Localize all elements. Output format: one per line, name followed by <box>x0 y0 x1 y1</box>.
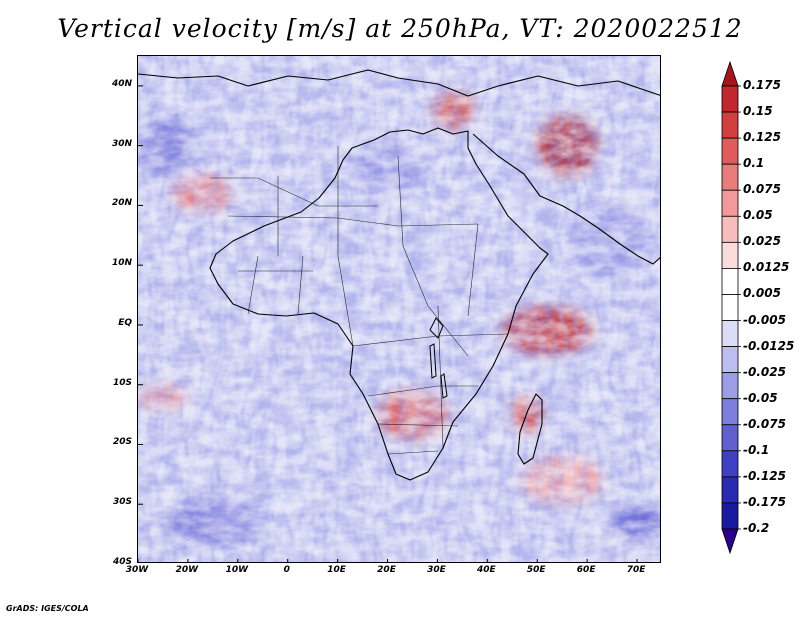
country-borders <box>210 146 509 455</box>
colorbar-box <box>721 372 739 400</box>
lon-label-0: 0 <box>283 565 290 575</box>
lat-label-20s: 20S <box>112 437 132 448</box>
colorbar-label: -0.175 <box>743 494 786 509</box>
lake-victoria <box>429 317 444 339</box>
lon-label-30w: 30W <box>125 565 149 575</box>
colorbar-box <box>721 346 739 374</box>
lat-label-10s: 10S <box>112 377 132 388</box>
arabia-coastline <box>472 133 660 265</box>
colorbar-box <box>721 163 739 191</box>
colorbar-label: 0.15 <box>743 104 773 119</box>
colorbar-box <box>721 189 739 217</box>
lake-malawi <box>440 373 448 399</box>
lon-label-70e: 70E <box>626 565 646 575</box>
colorbar-box <box>721 502 739 530</box>
colorbar-top-arrow <box>721 60 739 87</box>
colorbar-label: 0.005 <box>743 286 781 301</box>
colorbar-label: -0.005 <box>743 312 786 327</box>
colorbar-label: 0.1 <box>743 156 765 171</box>
lat-label-40n: 40N <box>111 78 132 89</box>
lon-label-30e: 30E <box>427 565 446 575</box>
lakes <box>429 317 448 399</box>
vertical-velocity-field <box>138 56 660 562</box>
map-plot-area <box>137 55 661 563</box>
map-title: Vertical velocity [m/s] at 250hPa, VT: 2… <box>57 14 743 43</box>
colorbar-label: 0.125 <box>743 130 781 145</box>
lat-label-30s: 30S <box>112 497 132 508</box>
lat-label-40s: 40S <box>112 557 132 567</box>
colorbar-label: 0.05 <box>743 208 773 223</box>
colorbar-box <box>721 398 739 426</box>
lat-label-20n: 20N <box>111 198 132 209</box>
colorbar-box <box>721 294 739 321</box>
lon-label-10e: 10E <box>327 565 346 575</box>
colorbar-label: -0.2 <box>743 521 770 535</box>
colorbar-box <box>721 450 739 478</box>
lon-label-10w: 10W <box>225 565 249 575</box>
europe-coastline <box>138 69 660 97</box>
madagascar-coastline <box>517 393 543 465</box>
colorbar-bottom-arrow <box>721 528 739 555</box>
lon-label-20e: 20E <box>377 565 396 575</box>
lake-tanganyika <box>429 343 437 379</box>
lat-label-30n: 30N <box>111 138 132 149</box>
field-texture-white <box>138 56 660 562</box>
colorbar-label: -0.125 <box>743 468 786 483</box>
lon-label-50e: 50E <box>526 565 546 575</box>
lon-label-60e: 60E <box>576 565 596 575</box>
lon-label-40e: 40E <box>476 565 496 575</box>
lon-label-20w: 20W <box>175 565 199 575</box>
lat-label-eq: EQ <box>118 317 132 328</box>
lat-label-10n: 10N <box>111 258 132 269</box>
grads-credit: GrADS: IGES/COLA <box>6 604 89 613</box>
colorbar-box <box>721 85 739 113</box>
colorbar-box <box>721 476 739 504</box>
colorbar-box <box>721 241 739 269</box>
colorbar-box <box>721 111 739 139</box>
colorbar-box <box>721 424 739 452</box>
colorbar-box <box>721 320 739 347</box>
colorbar-label: 0.075 <box>743 182 781 197</box>
colorbar-label: 0.175 <box>743 78 781 92</box>
colorbar-box <box>721 215 739 243</box>
colorbar-box <box>721 268 739 295</box>
colorbar-label: -0.025 <box>743 364 786 379</box>
colorbar-label: -0.1 <box>743 442 770 457</box>
colorbar-label: -0.075 <box>743 416 786 431</box>
colorbar-label: 0.025 <box>743 234 781 249</box>
colorbar-label: 0.0125 <box>743 260 790 275</box>
colorbar-label: -0.05 <box>743 390 778 405</box>
colorbar-box <box>721 137 739 165</box>
colorbar-label: -0.0125 <box>743 338 795 353</box>
